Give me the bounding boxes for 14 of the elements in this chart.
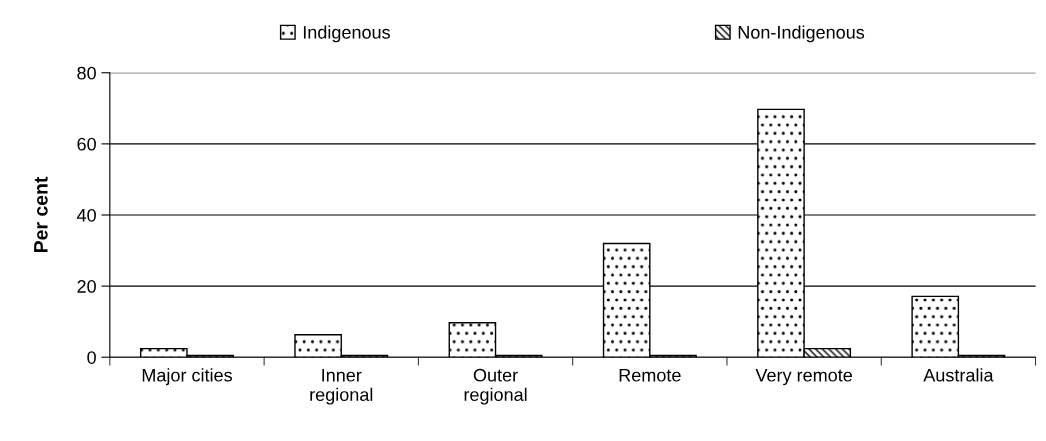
x-tick-label: Outer regional <box>464 368 527 405</box>
y-tick-label: 80 <box>77 66 96 80</box>
y-tick-label: 40 <box>76 208 96 222</box>
x-tick-label: Very remote <box>755 368 852 386</box>
x-tick-label: Inner regional <box>310 368 373 405</box>
y-tick-label: 20 <box>77 280 96 293</box>
legend-label: Non-Indigenous <box>738 25 865 43</box>
x-tick-label: Major cities <box>142 368 232 386</box>
x-tick-label: Australia <box>923 368 994 382</box>
x-tick-label: Remote <box>619 368 681 382</box>
y-tick-label: 60 <box>77 137 96 151</box>
y-axis-title: Per cent <box>34 176 48 253</box>
legend-label: Indigenous <box>303 25 390 43</box>
y-tick-label: 0 <box>87 351 96 364</box>
